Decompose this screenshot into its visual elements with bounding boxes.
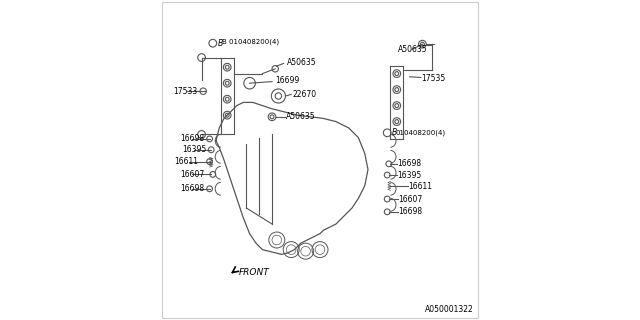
Text: 16698: 16698 [180, 134, 204, 143]
Text: 010408200(4): 010408200(4) [396, 130, 445, 136]
Text: A50635: A50635 [398, 45, 428, 54]
Text: 16698: 16698 [397, 159, 421, 168]
Text: 16607: 16607 [180, 170, 204, 179]
Text: B: B [218, 39, 223, 48]
Text: 16698: 16698 [180, 184, 204, 193]
Text: 16611: 16611 [174, 157, 198, 166]
Text: A50635: A50635 [287, 58, 317, 67]
Text: A50635: A50635 [285, 112, 315, 121]
Text: 16611: 16611 [408, 182, 432, 191]
Text: 22670: 22670 [292, 90, 317, 99]
Text: 16395: 16395 [397, 171, 421, 180]
Text: A050001322: A050001322 [425, 305, 474, 314]
Text: 17533: 17533 [173, 87, 197, 96]
Text: B: B [392, 128, 397, 137]
Text: B 010408200(4): B 010408200(4) [223, 39, 280, 45]
Text: 17535: 17535 [421, 74, 445, 83]
Text: 16698: 16698 [398, 207, 422, 216]
Text: 16699: 16699 [275, 76, 300, 85]
Text: 16395: 16395 [182, 145, 206, 154]
Text: 16607: 16607 [398, 195, 422, 204]
Text: FRONT: FRONT [239, 268, 269, 277]
